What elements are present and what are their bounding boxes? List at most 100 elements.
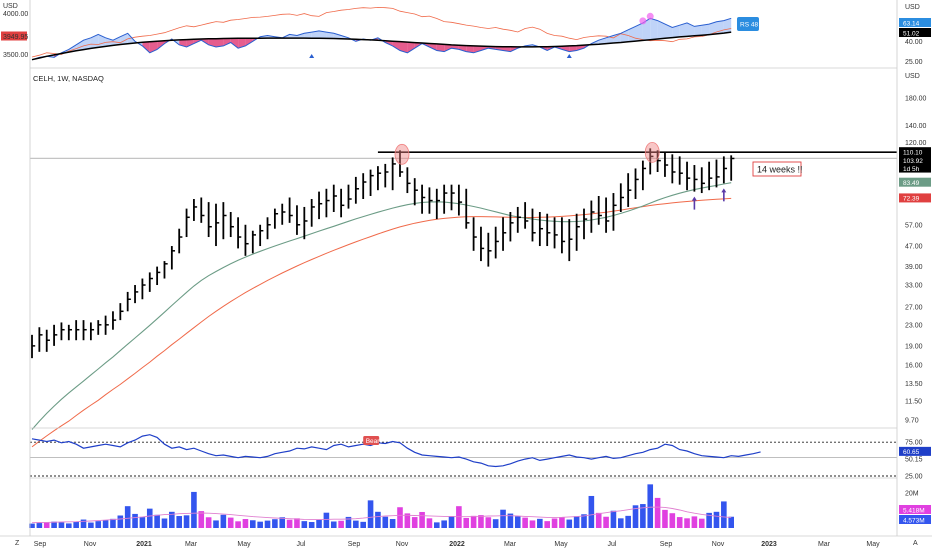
brand-logo-icon[interactable]: Z [15, 540, 20, 547]
price-tag-box [899, 147, 931, 157]
price-bar [406, 167, 411, 194]
price-bar [700, 167, 705, 194]
price-bar [649, 148, 654, 175]
price-bar [281, 203, 286, 225]
price-bar [310, 199, 315, 227]
annotation-frame [752, 161, 802, 177]
price-bar [627, 173, 632, 207]
osc-tick-label: 75.00 [905, 440, 923, 447]
volume-bar [676, 517, 683, 528]
volume-tag-box [899, 505, 931, 514]
price-bar [134, 285, 139, 304]
rs-fill-segment [458, 45, 467, 52]
price-tag: 103.92 [899, 155, 931, 165]
volume-bar [367, 500, 374, 528]
volume-bar [640, 504, 646, 528]
volume-bar [713, 511, 720, 528]
price-panel [30, 141, 897, 448]
price-bar [89, 322, 95, 341]
price-tag-label: 72.39 [903, 196, 920, 203]
rs-fill-segment [304, 32, 312, 39]
volume-bar [470, 515, 477, 528]
price-tick-label: 120.00 [905, 140, 927, 147]
oscillator-panel: Bear [30, 434, 897, 477]
price-bar [185, 208, 190, 238]
price-bar [641, 160, 647, 191]
price-bar [75, 320, 80, 341]
price-bar [266, 217, 271, 240]
price-bar [524, 202, 529, 229]
volume-bar [161, 518, 168, 528]
volume-bar [95, 521, 102, 528]
price-bar [244, 224, 249, 256]
rs-badge: RS 48 [737, 17, 759, 31]
rs-ma-line [31, 31, 732, 61]
price-bar [472, 217, 477, 251]
volume-bar [235, 521, 241, 528]
volume-bar [51, 521, 57, 528]
auto-scale-button[interactable]: A [913, 540, 918, 547]
price-bar [200, 197, 205, 223]
price-bar [340, 188, 345, 218]
price-tick-label: 39.00 [905, 264, 923, 271]
price-bar [722, 156, 728, 184]
price-bar [583, 208, 588, 240]
time-tick-label: Sep [34, 541, 47, 548]
rs-fill-segment [665, 24, 673, 39]
rs-fill-segment [694, 25, 702, 36]
volume-bar [529, 520, 536, 528]
rs-tick-label: 25.00 [905, 59, 923, 66]
ma-green-line [31, 182, 732, 430]
oscillator-line [31, 434, 761, 468]
price-bar [538, 211, 544, 247]
price-bar [31, 334, 36, 359]
price-bar [428, 187, 433, 214]
time-tick-label: 2023 [761, 541, 777, 548]
price-bar [693, 165, 698, 192]
volume-bar [625, 515, 631, 528]
volume-bar [603, 516, 609, 528]
rs-fill-segment [90, 34, 99, 49]
volume-bar [264, 520, 271, 528]
price-tag-box [899, 193, 931, 203]
price-bar [686, 161, 691, 191]
rs-tag-box [899, 18, 931, 27]
rs-fill-segment [436, 43, 445, 52]
price-bar [60, 322, 65, 341]
price-bar [516, 206, 521, 233]
price-tag: 83.49 [899, 177, 931, 187]
time-tick-label: May [554, 541, 568, 548]
price-tick-label: 11.50 [905, 399, 922, 406]
price-tag: 1d 5h [899, 163, 931, 173]
volume-bar [323, 512, 330, 528]
volume-bar [434, 522, 440, 528]
price-tick-label: 33.00 [905, 283, 923, 290]
rs-fill-segment [687, 22, 695, 37]
volume-bar [198, 511, 205, 528]
price-bar [435, 188, 440, 220]
volume-bar [360, 521, 366, 528]
price-bar [656, 150, 661, 172]
price-bar [377, 166, 382, 191]
price-bar [163, 261, 168, 279]
price-tag-label: 83.49 [903, 180, 920, 187]
rs-fill-segment [392, 41, 400, 51]
price-bar [480, 226, 485, 262]
rs-fill-segment [598, 37, 607, 45]
index-tag: 3949.95 [1, 31, 28, 41]
up-arrow-head-icon [721, 188, 727, 193]
price-bar [97, 320, 102, 335]
volume-bar [43, 522, 50, 528]
volume-bar [507, 513, 514, 528]
price-bar [148, 272, 153, 292]
price-unit-label: USD [905, 73, 920, 80]
price-tag-box [899, 177, 931, 187]
volume-bar [404, 513, 411, 528]
volume-bar [80, 519, 87, 528]
price-bar [104, 315, 109, 335]
volume-bar [691, 516, 698, 528]
rs-tag: 63.14 [899, 18, 931, 27]
rs-fill-segment [657, 20, 665, 39]
price-bar [332, 184, 337, 212]
volume-bar [654, 497, 661, 528]
